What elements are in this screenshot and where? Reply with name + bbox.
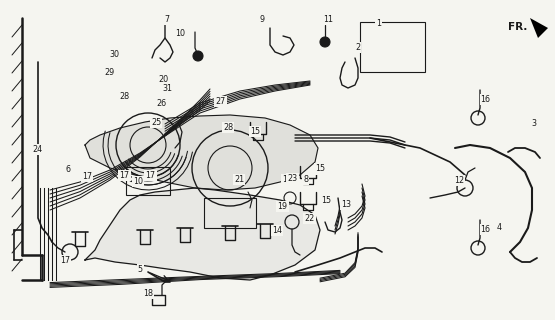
Text: 2: 2 (355, 43, 360, 52)
Text: 17: 17 (82, 172, 92, 181)
Text: 10: 10 (175, 29, 185, 38)
Text: 15: 15 (315, 164, 325, 173)
Text: 17: 17 (145, 171, 155, 180)
Text: 18: 18 (143, 289, 153, 298)
Text: 31: 31 (162, 84, 172, 93)
Bar (126, 167, 170, 195)
Text: 19: 19 (278, 202, 287, 211)
Text: 14: 14 (272, 226, 282, 235)
Text: 3: 3 (532, 119, 537, 128)
Text: 1: 1 (376, 19, 381, 28)
Text: 28: 28 (223, 123, 233, 132)
Text: 15: 15 (250, 127, 260, 136)
Circle shape (320, 37, 330, 47)
Text: FR.: FR. (508, 22, 527, 32)
Circle shape (193, 51, 203, 61)
Text: 27: 27 (215, 97, 225, 106)
Text: 4: 4 (497, 223, 502, 232)
Text: 10: 10 (133, 177, 143, 186)
Text: 22: 22 (304, 214, 314, 223)
Text: 21: 21 (234, 175, 244, 184)
Text: 30: 30 (110, 50, 120, 59)
Polygon shape (530, 18, 548, 38)
Text: 5: 5 (138, 265, 143, 274)
Text: 17: 17 (60, 256, 70, 265)
Bar (204, 198, 256, 228)
Text: 20: 20 (158, 75, 168, 84)
Text: 11: 11 (323, 15, 333, 24)
Text: 19: 19 (282, 175, 292, 184)
Text: 16: 16 (481, 225, 491, 234)
Text: 12: 12 (454, 176, 464, 185)
Text: 24: 24 (32, 145, 42, 154)
Polygon shape (85, 115, 318, 190)
Text: 16: 16 (481, 95, 491, 104)
Text: 9: 9 (260, 15, 265, 24)
Bar (360, 22, 425, 72)
Text: 13: 13 (341, 200, 351, 209)
Text: 25: 25 (151, 118, 161, 127)
Text: 15: 15 (321, 196, 331, 204)
Text: 23: 23 (287, 174, 297, 183)
Text: 17: 17 (119, 171, 129, 180)
Text: 6: 6 (65, 165, 70, 174)
Text: 7: 7 (164, 15, 169, 24)
Text: 29: 29 (104, 68, 114, 76)
Text: 8: 8 (303, 175, 308, 184)
Text: 28: 28 (119, 92, 129, 101)
Text: 26: 26 (157, 99, 166, 108)
Polygon shape (85, 188, 320, 280)
